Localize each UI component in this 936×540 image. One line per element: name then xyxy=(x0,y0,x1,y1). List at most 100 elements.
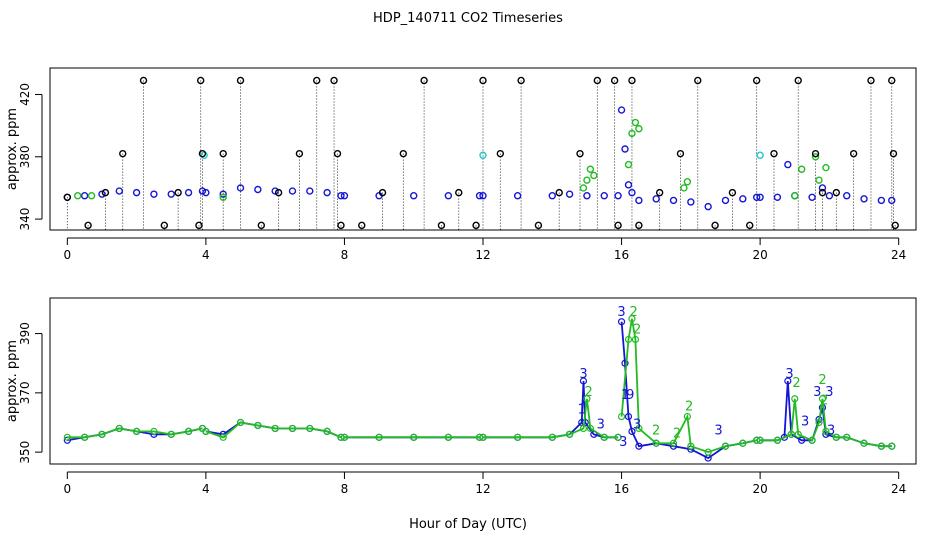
bottom-point-green xyxy=(631,335,640,344)
top-point-blue xyxy=(773,193,782,201)
top-point-blue xyxy=(843,192,851,200)
top-point-blue xyxy=(288,187,297,195)
top-point-black xyxy=(333,149,342,158)
bottom-annotation-blue: 1 xyxy=(621,388,629,403)
top-x-tick-label: 4 xyxy=(202,248,210,262)
bottom-point-green xyxy=(150,427,158,435)
bottom-point-green xyxy=(815,418,823,427)
top-point-blue xyxy=(475,192,484,200)
top-point-black xyxy=(399,149,408,158)
bottom-point-green xyxy=(583,395,591,403)
bottom-point-green xyxy=(219,433,227,441)
bottom-x-tick-label: 4 xyxy=(202,482,210,496)
top-point-black xyxy=(63,193,72,201)
top-point-cyan xyxy=(200,151,208,159)
top-point-blue xyxy=(444,192,453,200)
bottom-point-green xyxy=(843,433,851,441)
bottom-point-green xyxy=(579,424,588,433)
top-point-black xyxy=(455,188,463,197)
top-point-blue xyxy=(98,190,106,198)
top-x-tick-label: 24 xyxy=(891,248,906,262)
top-point-black xyxy=(219,149,227,158)
bottom-point-green xyxy=(565,430,574,438)
top-point-blue xyxy=(184,188,193,197)
top-point-blue xyxy=(410,192,418,200)
top-x-tick-label: 8 xyxy=(341,248,349,262)
bottom-point-green xyxy=(787,430,795,438)
bottom-annotation-blue: 3 xyxy=(825,385,833,400)
bottom-annotation-green: 2 xyxy=(630,305,638,320)
top-point-black xyxy=(888,76,896,85)
top-point-black xyxy=(635,221,643,230)
top-point-blue xyxy=(752,193,761,201)
bottom-point-blue xyxy=(624,412,633,421)
bottom-point-green xyxy=(683,412,691,421)
bottom-point-green xyxy=(514,433,522,441)
bottom-annotation-green: 2 xyxy=(792,376,800,391)
top-point-black xyxy=(593,76,602,85)
bottom-annotation-green: 2 xyxy=(673,426,681,441)
top-point-black xyxy=(101,188,110,197)
bottom-annotation-blue: 3 xyxy=(827,423,835,438)
top-point-black xyxy=(437,221,446,230)
bottom-point-blue xyxy=(798,436,806,444)
top-point-green xyxy=(815,176,823,184)
bottom-annotation-blue: 3 xyxy=(619,435,627,450)
top-point-black xyxy=(889,149,898,158)
bottom-point-green xyxy=(548,433,556,441)
top-point-blue xyxy=(236,184,245,192)
bottom-point-green xyxy=(652,439,660,447)
top-point-black xyxy=(746,221,754,230)
bottom-point-blue xyxy=(635,442,643,450)
top-point-blue xyxy=(621,145,629,153)
top-marks xyxy=(63,76,899,230)
top-point-blue xyxy=(888,196,896,205)
bottom-line-green xyxy=(67,427,203,439)
top-point-black xyxy=(694,76,702,85)
top-point-blue xyxy=(808,193,816,201)
bottom-point-blue xyxy=(621,359,629,367)
bottom-point-green xyxy=(115,424,123,433)
bottom-point-green xyxy=(628,315,636,323)
bottom-annotation-green: 2 xyxy=(652,423,660,438)
top-point-black xyxy=(811,149,820,158)
bottom-point-green xyxy=(167,430,175,438)
top-y-tick-label: 420 xyxy=(18,83,32,106)
bottom-annotation-blue: 3 xyxy=(813,385,821,400)
bottom-annotation-blue: 1 xyxy=(578,403,586,418)
top-point-blue xyxy=(150,190,158,198)
top-point-blue xyxy=(614,192,622,200)
top-point-green xyxy=(219,193,227,201)
bottom-y-tick-label: 350 xyxy=(18,441,32,464)
bottom-annotation-green: 2 xyxy=(633,323,641,338)
top-point-black xyxy=(257,221,266,230)
bottom-point-green xyxy=(791,395,799,403)
chart-title: HDP_140711 CO2 Timeseries xyxy=(373,11,563,26)
top-point-blue xyxy=(600,192,608,200)
bottom-point-green xyxy=(271,424,279,433)
bottom-point-green xyxy=(306,424,314,433)
bottom-point-green xyxy=(81,433,89,441)
top-point-black xyxy=(479,76,487,85)
bottom-point-green xyxy=(756,436,764,444)
bottom-point-green xyxy=(475,433,484,441)
top-y-tick-label: 340 xyxy=(18,208,32,231)
top-point-green xyxy=(87,192,96,200)
top-point-blue xyxy=(115,187,123,195)
top-point-blue xyxy=(548,192,556,200)
bottom-point-green xyxy=(288,424,297,433)
bottom-x-tick-label: 12 xyxy=(475,482,490,496)
top-point-black xyxy=(313,76,321,85)
bottom-y-tick-label: 370 xyxy=(18,381,32,404)
top-point-blue xyxy=(624,181,633,189)
top-point-cyan xyxy=(479,151,487,159)
x-axis-label: Hour of Day (UTC) xyxy=(409,517,527,532)
top-point-black xyxy=(274,188,283,197)
top-point-black xyxy=(832,188,841,197)
top-point-black xyxy=(576,149,584,158)
top-point-blue xyxy=(219,190,227,198)
bottom-annotation-blue: 9 xyxy=(626,388,634,403)
bottom-point-green xyxy=(63,433,71,441)
bottom-point-green xyxy=(254,421,262,430)
